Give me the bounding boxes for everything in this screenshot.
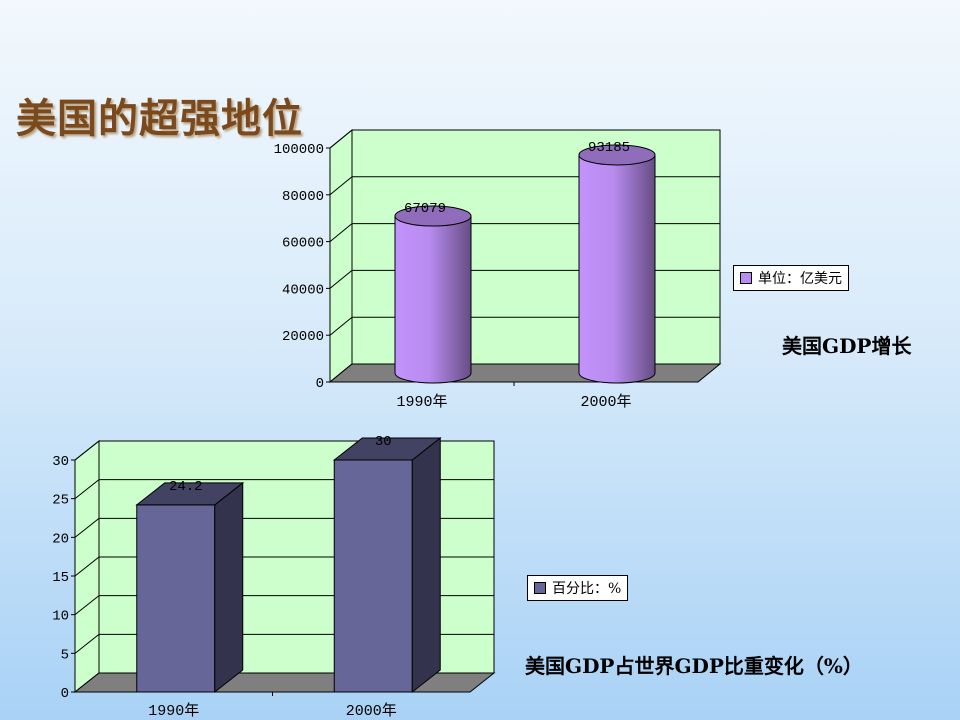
chart1-data-label: 93185	[588, 140, 630, 156]
chart2-data-label: 24.2	[169, 479, 203, 495]
chart1-x-tick-label: 2000年	[580, 393, 631, 411]
chart1-bar-body	[578, 154, 656, 384]
chart2-bar-front	[333, 459, 413, 693]
legend-swatch-percent	[534, 582, 546, 594]
slide-title: 美国的超强地位	[16, 96, 303, 142]
chart1-y-tick-label: 0	[316, 376, 324, 392]
chart2-y-tick-label: 5	[61, 647, 69, 663]
chart2-legend: 百分比：%	[527, 575, 629, 601]
chart1-bar-body	[394, 215, 472, 384]
chart2-x-tick-label: 2000年	[346, 702, 397, 720]
chart1-bar-top	[394, 205, 472, 227]
chart2-y-tick-label: 30	[52, 454, 69, 470]
chart1-y-tick-label: 20000	[282, 329, 324, 345]
chart1-y-tick-label: 60000	[282, 236, 324, 252]
chart2-bar	[135, 481, 245, 694]
chart2-bar-front	[136, 504, 216, 693]
chart1-data-label: 67079	[404, 201, 446, 217]
chart2-y-tick-label: 20	[52, 531, 69, 547]
chart2-x-tick-label: 1990年	[148, 702, 199, 720]
chart1-side-wall	[329, 128, 353, 384]
chart1-gridline	[329, 129, 720, 149]
chart1-legend: 单位：亿美元	[733, 265, 849, 291]
chart1-bar	[578, 144, 656, 384]
chart1-floor	[328, 363, 722, 383]
chart2-title: 美国GDP占世界GDP比重变化（%）	[525, 654, 863, 678]
chart1-y-tick-label: 100000	[274, 142, 324, 158]
legend-swatch-1990-2000	[740, 272, 752, 284]
chart1-bar	[394, 205, 472, 384]
chart2-data-label: 30	[375, 434, 392, 450]
chart2-bar-top	[135, 482, 245, 506]
chart2-bar-side	[411, 436, 441, 694]
chart2-bar	[332, 436, 442, 694]
chart2-legend-label: 百分比：%	[552, 581, 622, 597]
chart2-y-tick-label: 0	[61, 686, 69, 702]
chart1-bar-top	[578, 144, 656, 166]
chart1-y-tick-label: 40000	[282, 282, 324, 298]
chart2-bar-top	[332, 437, 442, 461]
chart2-y-tick-label: 25	[52, 493, 69, 509]
chart1-y-tick-label: 80000	[282, 189, 324, 205]
chart2-bar-side	[214, 481, 244, 694]
chart1-title: 美国GDP增长	[782, 334, 912, 358]
chart1-x-tick-label: 1990年	[396, 393, 447, 411]
chart1-legend-label: 单位：亿美元	[758, 271, 842, 287]
chart2-y-tick-label: 15	[52, 570, 69, 586]
chart2-y-tick-label: 10	[52, 609, 69, 625]
